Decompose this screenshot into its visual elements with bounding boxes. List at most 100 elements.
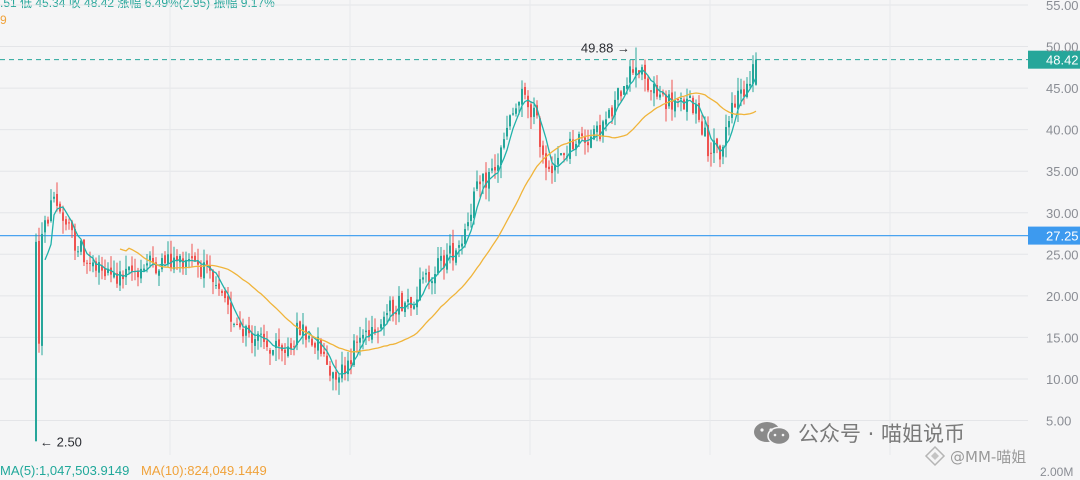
candle-body [707, 125, 709, 157]
candle-body [113, 272, 115, 278]
candle-body [464, 229, 466, 244]
candle-body [335, 372, 337, 380]
candle-body [362, 334, 364, 339]
level-line-tag [1028, 226, 1080, 245]
candle-body [512, 113, 514, 115]
candle-body [587, 142, 589, 146]
last-price-label: 48.42 [1046, 53, 1079, 68]
y-tick-label: 35.00 [1046, 164, 1079, 179]
candle-body [689, 95, 691, 98]
candle-body [278, 339, 280, 347]
candle-body [89, 262, 91, 264]
candle-body [287, 346, 289, 357]
ma30-line [119, 92, 757, 353]
candle-body [128, 266, 130, 271]
grid-lines [0, 0, 1028, 455]
candle-body [197, 261, 199, 265]
candle-body [476, 181, 478, 189]
candle-body [338, 377, 340, 383]
candle-body [71, 221, 73, 231]
candle-body [506, 127, 508, 137]
candle-body [323, 351, 325, 354]
candle-body [413, 306, 415, 309]
candle-body [272, 349, 274, 355]
candle-body [503, 139, 505, 148]
candle-body [593, 128, 595, 140]
candle-body [311, 338, 313, 346]
candle-body [674, 100, 676, 112]
candle-body [431, 281, 433, 284]
candle-body [164, 255, 166, 264]
ma10-legend: MA(10):824,049.1449 [141, 463, 267, 478]
candle-body [353, 340, 355, 366]
candle-body [146, 263, 148, 266]
candle-body [125, 268, 127, 278]
watermark-main: 公众号 · 喵姐说币 [752, 418, 965, 448]
candle-body [569, 138, 571, 159]
candle-body [680, 98, 682, 100]
candle-body [692, 97, 694, 114]
candle-body [719, 145, 721, 160]
candle-body [329, 366, 331, 376]
candle-body [461, 243, 463, 247]
y-axis: 55.00 50.00 45.00 40.00 35.00 30.00 25.00 20.00… [1046, 0, 1079, 429]
candle-body [224, 291, 226, 299]
candle-body [410, 297, 412, 308]
candle-body [485, 172, 487, 188]
candle-body [74, 228, 76, 251]
candle-body [659, 94, 661, 98]
candle-body [452, 242, 454, 261]
candle-body [668, 94, 670, 107]
candle-body [245, 326, 247, 336]
candle-body [326, 355, 328, 365]
candle-body [380, 324, 382, 329]
candle-body [176, 256, 178, 261]
candle-body [356, 341, 358, 343]
candle-body [527, 95, 529, 108]
y-tick-label: 5.00 [1046, 414, 1071, 429]
candles-group [35, 47, 757, 442]
candle-body [290, 343, 292, 350]
high-marker-label: 49.88 → [581, 41, 630, 56]
candle-body [191, 256, 193, 259]
candle-body [545, 153, 547, 168]
watermark-sub-text: @MM-喵姐 [950, 447, 1027, 466]
candle-body [419, 279, 421, 301]
candle-body [260, 333, 262, 335]
moving-averages-group [44, 68, 757, 375]
candle-body [620, 91, 622, 97]
candle-body [542, 145, 544, 155]
candle-body [725, 127, 727, 146]
candle-body [284, 349, 286, 353]
candle-body [701, 121, 703, 135]
candle-body [683, 99, 685, 110]
candle-body [44, 220, 46, 233]
candle-body [728, 121, 730, 128]
candle-body [392, 299, 394, 316]
candle-body [227, 296, 229, 305]
last-price-group: 48.42 [0, 50, 1080, 69]
candle-body [479, 181, 481, 185]
y-tick-label: 55.00 [1046, 0, 1079, 13]
watermark-sub: @MM-喵姐 [924, 445, 1026, 467]
candle-body [314, 343, 316, 348]
candle-body [347, 360, 349, 375]
volume-axis-label: 2.00M [1040, 465, 1074, 479]
candle-body [266, 340, 268, 348]
y-tick-label: 30.00 [1046, 206, 1079, 221]
candle-body [149, 255, 151, 262]
candle-body [275, 340, 277, 348]
candle-body [746, 83, 748, 98]
candle-body [407, 299, 409, 303]
candle-body [107, 268, 109, 273]
candle-body [494, 166, 496, 171]
candle-body [449, 245, 451, 254]
candle-body [95, 261, 97, 271]
candle-body [611, 107, 613, 117]
candle-body [551, 165, 553, 174]
candle-body [101, 265, 103, 271]
candle-body [626, 85, 628, 89]
candle-body [455, 250, 457, 263]
candle-body [530, 104, 532, 118]
candle-body [632, 69, 634, 73]
